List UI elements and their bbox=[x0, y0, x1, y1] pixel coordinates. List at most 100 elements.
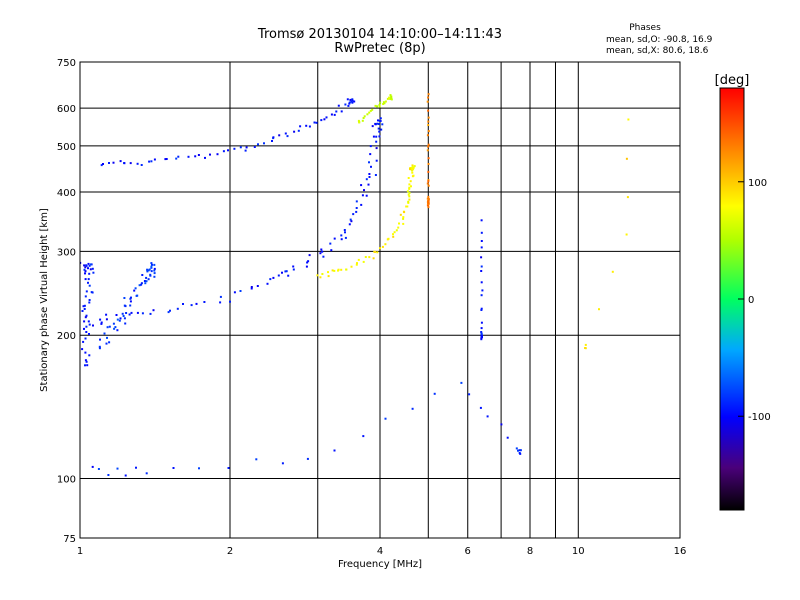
data-point bbox=[427, 130, 430, 133]
data-point bbox=[392, 233, 394, 236]
data-point bbox=[84, 316, 87, 319]
data-point bbox=[150, 160, 153, 163]
data-point bbox=[519, 449, 522, 452]
data-point bbox=[360, 184, 363, 187]
data-point bbox=[480, 219, 483, 222]
data-point bbox=[106, 326, 109, 329]
data-point bbox=[88, 354, 91, 357]
data-point bbox=[382, 103, 385, 105]
data-point bbox=[468, 393, 471, 396]
data-point bbox=[320, 248, 323, 251]
data-point bbox=[375, 147, 378, 150]
data-point bbox=[190, 304, 193, 307]
data-point bbox=[92, 324, 94, 327]
data-point bbox=[313, 121, 316, 124]
data-point bbox=[297, 129, 300, 132]
data-point bbox=[133, 289, 136, 292]
data-point bbox=[100, 321, 103, 324]
data-point bbox=[123, 317, 126, 320]
data-point bbox=[124, 322, 127, 325]
data-point bbox=[358, 121, 361, 124]
data-point bbox=[88, 333, 90, 335]
data-point bbox=[376, 122, 379, 125]
data-point bbox=[372, 135, 375, 138]
data-point bbox=[114, 326, 117, 329]
data-point bbox=[411, 407, 414, 410]
data-point bbox=[88, 284, 91, 287]
colorbar-ticks: 100 0 -100 bbox=[738, 178, 771, 423]
data-point bbox=[150, 270, 153, 273]
data-point bbox=[376, 251, 379, 254]
data-point bbox=[145, 472, 148, 475]
data-point bbox=[377, 123, 380, 125]
data-point bbox=[272, 136, 275, 139]
x-tick-label: 2 bbox=[227, 546, 233, 557]
data-point bbox=[345, 268, 348, 271]
data-point bbox=[320, 119, 323, 122]
data-point bbox=[319, 276, 322, 279]
data-point bbox=[216, 153, 219, 156]
data-point bbox=[153, 269, 156, 272]
data-point bbox=[239, 146, 242, 149]
data-point bbox=[284, 270, 287, 273]
data-point bbox=[115, 314, 118, 316]
data-point bbox=[83, 327, 85, 330]
data-point bbox=[427, 180, 430, 183]
y-tick-label: 400 bbox=[57, 188, 76, 199]
data-point bbox=[105, 318, 108, 321]
data-point bbox=[292, 265, 295, 268]
data-point bbox=[129, 300, 132, 303]
data-point bbox=[517, 449, 519, 452]
data-point bbox=[286, 135, 289, 138]
data-point bbox=[409, 167, 411, 170]
data-point bbox=[140, 282, 143, 285]
data-point bbox=[305, 124, 308, 127]
data-point bbox=[257, 143, 259, 146]
data-point bbox=[84, 272, 86, 275]
data-point bbox=[84, 270, 87, 273]
data-point bbox=[91, 267, 94, 270]
data-point bbox=[321, 250, 324, 253]
data-point bbox=[375, 159, 378, 162]
data-point bbox=[112, 161, 115, 164]
data-point bbox=[316, 274, 319, 277]
stats-o-line: mean, sd,O: -90.8, 16.9 bbox=[606, 35, 713, 45]
data-point bbox=[480, 321, 483, 324]
data-point bbox=[627, 118, 630, 121]
data-point bbox=[371, 125, 374, 128]
data-point bbox=[480, 307, 483, 310]
data-point bbox=[99, 338, 101, 341]
data-point bbox=[250, 287, 253, 290]
data-point bbox=[256, 285, 259, 287]
data-point bbox=[480, 331, 483, 333]
data-point bbox=[427, 179, 430, 182]
data-point bbox=[227, 467, 230, 469]
data-point bbox=[611, 270, 614, 273]
data-point bbox=[87, 267, 89, 270]
data-point bbox=[368, 256, 371, 259]
data-point bbox=[340, 234, 343, 237]
colorbar: [deg] 100 0 -100 bbox=[715, 73, 771, 511]
data-point bbox=[281, 271, 283, 274]
data-point bbox=[389, 94, 392, 97]
y-tick-label: 600 bbox=[57, 104, 76, 115]
data-point bbox=[244, 149, 247, 152]
data-point bbox=[182, 303, 184, 305]
data-point bbox=[123, 297, 126, 299]
data-point bbox=[626, 196, 629, 199]
data-point bbox=[390, 95, 393, 98]
data-point bbox=[380, 128, 383, 131]
data-point bbox=[227, 149, 229, 152]
data-point bbox=[123, 162, 126, 165]
data-point bbox=[329, 242, 332, 245]
data-point bbox=[272, 276, 275, 279]
plot-area: 1 2 4 6 8 10 16 75 100 200 300 400 500 600 750 bbox=[57, 58, 686, 557]
data-point bbox=[88, 272, 91, 275]
data-point bbox=[176, 307, 179, 310]
data-point bbox=[377, 119, 379, 122]
data-point bbox=[152, 309, 155, 312]
data-point bbox=[281, 462, 284, 465]
data-point bbox=[145, 280, 148, 283]
data-point bbox=[351, 98, 354, 101]
data-point bbox=[405, 205, 408, 208]
